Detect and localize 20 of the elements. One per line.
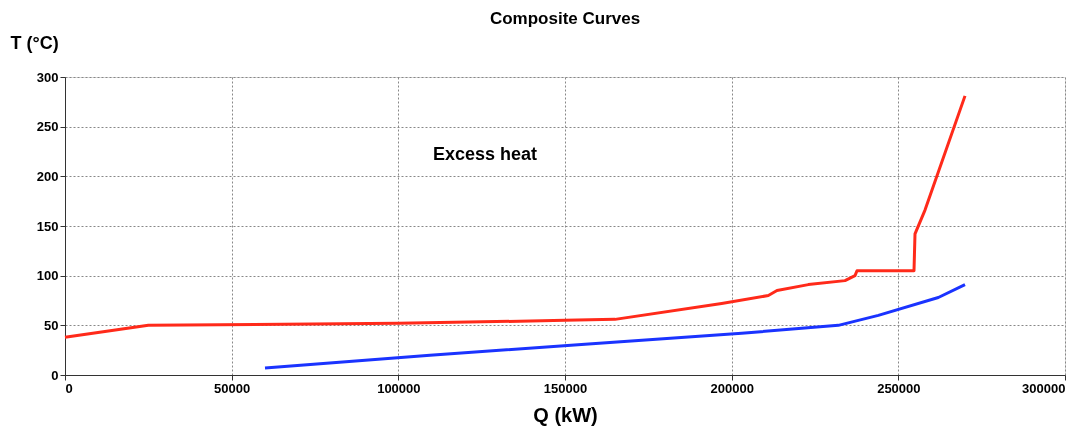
y-tick-label: 250 bbox=[36, 119, 59, 135]
x-tick-label: 200000 bbox=[710, 380, 754, 396]
x-tick-label: 250000 bbox=[877, 380, 921, 396]
x-tick-label: 150000 bbox=[543, 380, 588, 396]
y-tick-label: 0 bbox=[51, 367, 59, 383]
y-axis-title: T (°C) bbox=[10, 32, 59, 53]
chart-title: Composite Curves bbox=[489, 9, 641, 28]
line-series bbox=[63, 94, 967, 339]
y-tick-label: 100 bbox=[36, 268, 59, 284]
y-tick-label: 200 bbox=[36, 168, 59, 184]
x-tick-label: 50000 bbox=[214, 380, 251, 396]
annotation: Excess heat bbox=[432, 144, 538, 164]
x-axis-title: Q (kW) bbox=[533, 403, 598, 426]
x-tick-label: 300000 bbox=[1022, 380, 1066, 396]
y-tick-label: 300 bbox=[36, 69, 59, 85]
x-tick-label: 0 bbox=[65, 380, 73, 396]
line-series bbox=[263, 283, 967, 370]
y-tick-label: 50 bbox=[44, 317, 59, 333]
x-tick-label: 100000 bbox=[377, 380, 421, 396]
y-tick-label: 150 bbox=[36, 218, 59, 234]
